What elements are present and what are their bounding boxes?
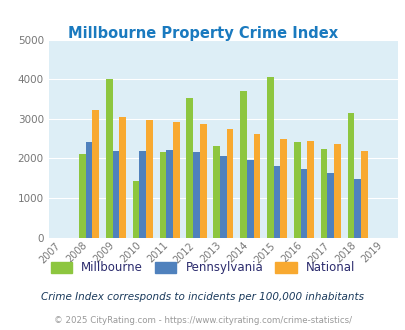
Bar <box>226 129 233 238</box>
Bar <box>300 169 307 238</box>
Bar <box>347 113 354 238</box>
Bar <box>280 139 286 238</box>
Bar <box>320 148 326 238</box>
Bar <box>112 151 119 238</box>
Bar <box>199 123 206 238</box>
Bar <box>353 180 360 238</box>
Text: Crime Index corresponds to incidents per 100,000 inhabitants: Crime Index corresponds to incidents per… <box>41 292 364 302</box>
Bar <box>139 151 146 238</box>
Bar <box>79 154 85 238</box>
Bar <box>106 79 112 238</box>
Bar <box>239 91 246 238</box>
Bar <box>220 156 226 238</box>
Bar <box>186 98 193 238</box>
Bar <box>360 151 367 238</box>
Bar <box>307 141 313 238</box>
Bar <box>173 122 179 238</box>
Bar <box>132 181 139 238</box>
Bar <box>253 134 260 238</box>
Legend: Millbourne, Pennsylvania, National: Millbourne, Pennsylvania, National <box>46 257 359 279</box>
Bar <box>159 152 166 238</box>
Bar <box>85 142 92 238</box>
Text: © 2025 CityRating.com - https://www.cityrating.com/crime-statistics/: © 2025 CityRating.com - https://www.city… <box>54 315 351 325</box>
Bar <box>146 120 152 238</box>
Bar <box>293 142 300 238</box>
Bar <box>213 146 220 238</box>
Bar <box>333 144 340 238</box>
Bar <box>193 152 199 238</box>
Text: Millbourne Property Crime Index: Millbourne Property Crime Index <box>68 26 337 41</box>
Bar <box>326 174 333 238</box>
Bar <box>119 117 126 238</box>
Bar <box>92 111 99 238</box>
Bar <box>246 160 253 238</box>
Bar <box>166 150 173 238</box>
Bar <box>266 77 273 238</box>
Bar <box>273 166 280 238</box>
